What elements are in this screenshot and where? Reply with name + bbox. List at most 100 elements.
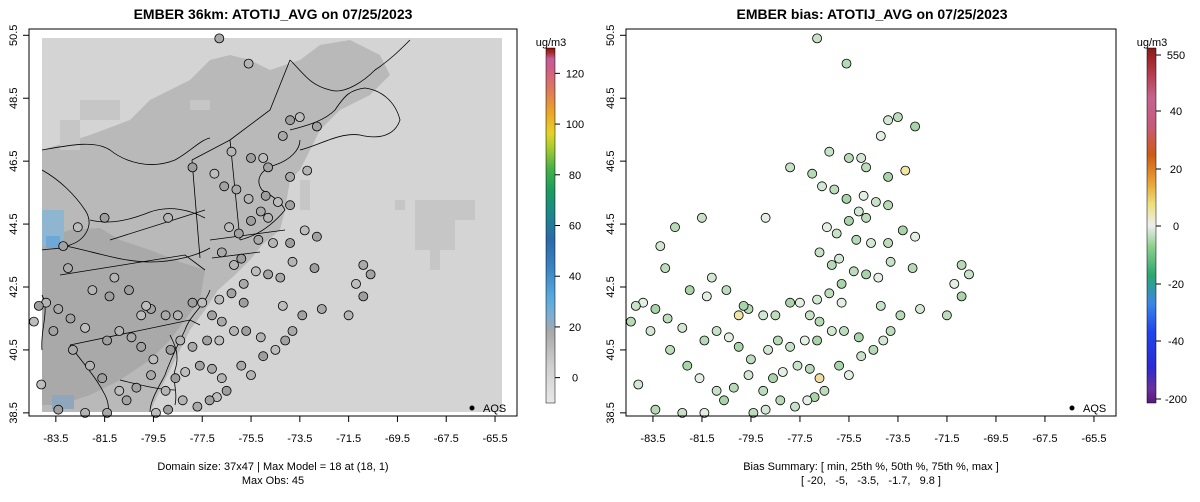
observation-site (207, 363, 217, 374)
observation-site (146, 370, 156, 381)
observation-site (53, 404, 64, 415)
observation-site (358, 260, 369, 270)
x-tick-label: -73.5 (885, 433, 910, 445)
observation-site (121, 395, 132, 406)
domain-summary-caption: Domain size: 37x47 | Max Model = 18 at (… (157, 461, 388, 473)
colorbar-tick-label: 80 (569, 170, 581, 182)
observation-site (53, 304, 64, 314)
concentration-colorbar-ticks: 0 20 40 60 80 100 120 (555, 68, 584, 385)
bias-site (795, 297, 805, 308)
bias-site (633, 379, 644, 390)
bias-site (866, 238, 876, 248)
bias-site (701, 291, 712, 302)
colorbar-tick-label: 20 (1170, 164, 1182, 176)
observation-site (197, 297, 208, 308)
observation-site (229, 326, 239, 336)
concentration-map-panel: EMBER 36km: ATOTIJ_AVG on 07/25/2023 (8, 6, 584, 487)
y-tick-label: 44.5 (605, 213, 617, 234)
y-tick-label: 40.5 (605, 339, 617, 360)
bias-site (785, 162, 795, 173)
observation-site (285, 171, 296, 182)
bias-site (822, 222, 832, 233)
observation-site (351, 278, 361, 289)
observation-site (287, 256, 298, 267)
bias-site (804, 310, 815, 321)
bias-site (836, 278, 847, 289)
bias-site (853, 206, 864, 217)
aqs-legend-label: AQS (1083, 403, 1106, 415)
pa-ny-border (59, 254, 206, 276)
observation-site (136, 310, 147, 321)
x-tick-label: -69.5 (983, 433, 1008, 445)
nova-scotia-coast (888, 88, 998, 150)
bias-site (915, 304, 925, 314)
x-tick-label: -73.5 (287, 433, 312, 445)
observation-site (187, 297, 198, 308)
bias-site (814, 316, 825, 327)
bias-site (826, 260, 837, 270)
observation-site (109, 272, 120, 283)
bias-site (873, 272, 884, 283)
observation-site (80, 322, 90, 333)
observation-site (236, 253, 247, 264)
colorbar-tick-label: 120 (566, 68, 584, 80)
bias-site (895, 310, 906, 321)
model-high-field (42, 228, 205, 405)
model-max-cell (46, 236, 60, 248)
observation-site (163, 404, 174, 415)
bias-site (956, 260, 967, 270)
observation-site (243, 193, 254, 204)
bias-site (770, 310, 781, 321)
bias-site (645, 326, 656, 336)
observation-site (311, 121, 322, 132)
observation-site (246, 215, 256, 226)
observation-site (187, 341, 198, 352)
bias-site (885, 326, 896, 336)
bias-site (792, 360, 803, 371)
bias-site (777, 367, 788, 377)
observation-site (277, 300, 288, 311)
bias-site (812, 294, 822, 305)
ma-border (209, 229, 286, 241)
observation-site (194, 360, 205, 371)
lake-huron-shore (640, 170, 687, 250)
x-tick-label: -75.5 (836, 433, 861, 445)
x-tick-label: -79.5 (141, 433, 166, 445)
x-tick-label: -67.5 (1032, 433, 1057, 445)
observation-points (29, 33, 376, 418)
max-obs-caption: Max Obs: 45 (242, 475, 304, 487)
bias-site (665, 344, 675, 355)
bias-site (844, 370, 854, 381)
observation-site (65, 313, 76, 324)
va-border (119, 379, 176, 391)
mid-atlantic-coast (748, 290, 808, 412)
observation-site (114, 385, 125, 396)
bias-site (650, 404, 661, 415)
aqs-legend-marker (469, 405, 475, 411)
bias-site (738, 300, 749, 311)
bias-site (883, 238, 893, 248)
x-tick-label: -83.5 (640, 433, 665, 445)
bias-site (834, 253, 844, 264)
observation-site (124, 285, 134, 296)
bias-summary-values: [ -20, -5, -3.5, -1.7, 9.8 ] (801, 475, 941, 487)
bias-site (861, 269, 871, 280)
observation-site (255, 206, 266, 217)
pa-ny-border (658, 255, 803, 275)
y-tick-label: 48.5 (8, 88, 20, 109)
observation-site (160, 310, 171, 321)
observation-site (231, 184, 242, 195)
bias-site (853, 332, 864, 343)
bias-site (650, 304, 661, 314)
bias-site (763, 344, 773, 355)
observation-site (275, 272, 286, 283)
observation-site (172, 310, 183, 321)
bias-site (819, 385, 830, 396)
observation-site (202, 335, 213, 346)
observation-site (253, 234, 264, 245)
observation-site (226, 146, 237, 157)
observation-site (131, 382, 142, 393)
bias-site (858, 190, 869, 201)
bias-points (626, 33, 974, 418)
bias-site (824, 288, 835, 299)
